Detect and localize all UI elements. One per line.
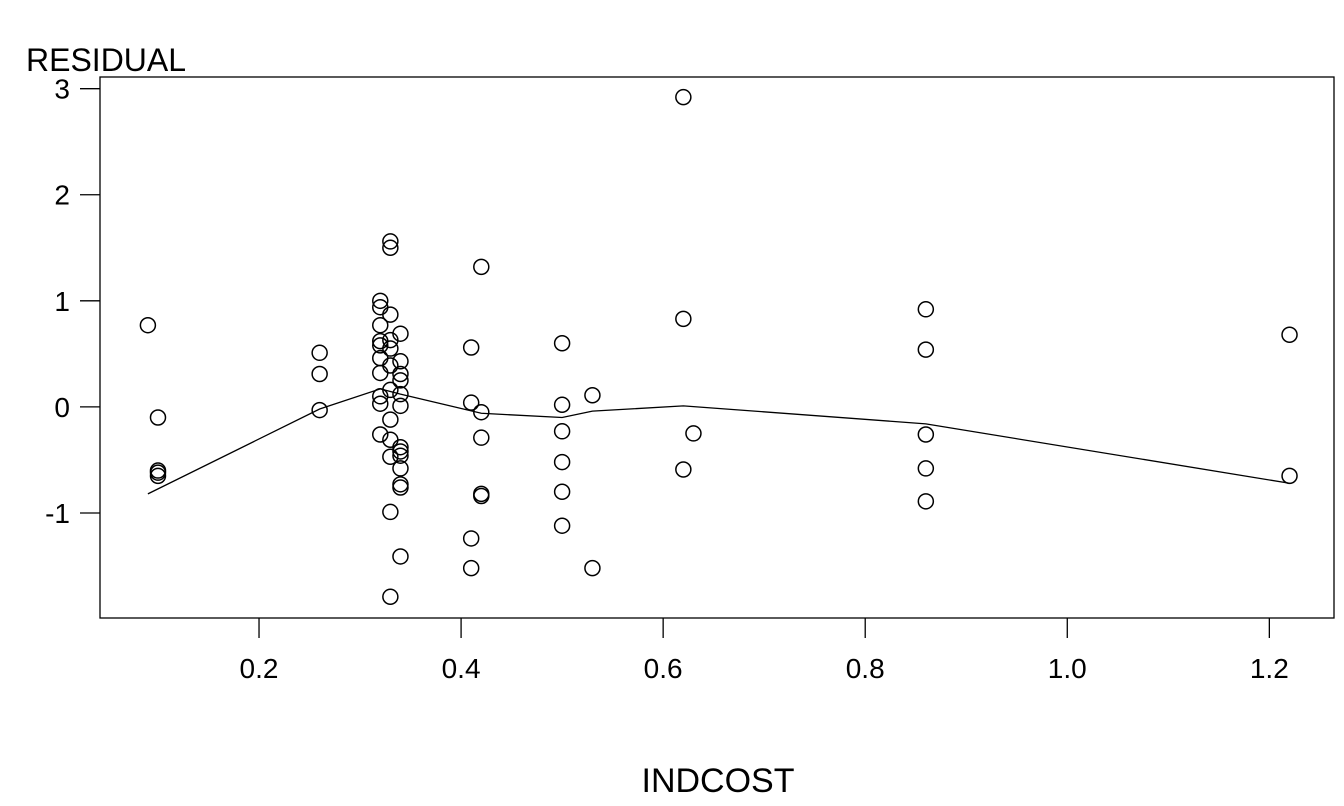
- data-point: [917, 493, 935, 510]
- data-point: [1281, 467, 1298, 485]
- data-point: [372, 298, 389, 316]
- data-point: [392, 365, 409, 383]
- data-point: [553, 517, 571, 534]
- data-point: [382, 588, 399, 606]
- data-point: [311, 365, 328, 383]
- y-tick-label: -1: [45, 498, 70, 529]
- x-tick-label: 1.2: [1250, 653, 1289, 684]
- data-point: [473, 487, 490, 505]
- data-point: [675, 461, 692, 478]
- data-point: [473, 403, 490, 421]
- data-points: [139, 88, 1298, 606]
- x-tick-label: 0.6: [644, 653, 683, 684]
- data-point: [372, 426, 389, 443]
- y-tick-label: 3: [54, 74, 70, 105]
- data-point: [382, 239, 399, 257]
- data-point: [392, 372, 409, 389]
- data-point: [675, 88, 692, 106]
- x-tick-label: 0.2: [240, 653, 279, 684]
- data-point: [311, 401, 328, 419]
- data-point: [462, 394, 480, 411]
- smooth-line: [147, 388, 1290, 495]
- x-tick-label: 0.8: [846, 653, 885, 684]
- data-point: [392, 447, 409, 464]
- data-point: [917, 426, 935, 443]
- plot-frame: [99, 76, 1335, 619]
- data-point: [462, 339, 480, 356]
- data-point: [392, 353, 409, 370]
- x-tick-label: 0.4: [442, 653, 481, 684]
- data-point: [553, 483, 571, 501]
- data-point: [372, 292, 389, 310]
- data-point: [473, 258, 490, 276]
- y-axis: 3 2 1 0 -1: [45, 74, 100, 529]
- data-point: [382, 306, 399, 323]
- data-point: [462, 559, 480, 577]
- data-point: [149, 467, 167, 485]
- data-point: [392, 479, 409, 496]
- data-point: [392, 385, 409, 403]
- data-point: [584, 559, 601, 577]
- data-point: [382, 340, 399, 357]
- data-point: [675, 310, 692, 328]
- x-axis: 0.2 0.4 0.6 0.8 1.0 1.2: [240, 618, 1289, 684]
- data-point: [382, 357, 399, 374]
- data-point: [392, 325, 409, 342]
- data-point: [917, 341, 935, 358]
- data-point: [372, 316, 389, 334]
- x-tick-label: 1.0: [1048, 653, 1087, 684]
- data-point: [382, 233, 399, 250]
- data-point: [382, 503, 399, 521]
- data-point: [392, 397, 409, 415]
- data-point: [392, 438, 409, 456]
- data-point: [473, 429, 490, 446]
- data-point: [553, 453, 571, 471]
- data-point: [149, 409, 167, 426]
- y-tick-label: 0: [54, 392, 70, 423]
- data-point: [553, 335, 571, 352]
- data-point: [553, 423, 571, 440]
- data-point: [372, 337, 389, 354]
- data-point: [392, 460, 409, 477]
- data-point: [584, 386, 601, 404]
- data-point: [139, 316, 157, 334]
- y-tick-label: 1: [54, 286, 70, 317]
- data-point: [392, 548, 409, 565]
- data-point: [917, 301, 935, 318]
- data-point: [372, 395, 389, 412]
- x-axis-label: INDCOST: [642, 762, 795, 800]
- data-point: [311, 344, 328, 362]
- data-point: [685, 425, 702, 442]
- data-point: [392, 476, 409, 493]
- data-point: [462, 530, 480, 547]
- data-point: [553, 396, 571, 414]
- data-point: [382, 411, 399, 428]
- data-point: [917, 460, 935, 477]
- data-point: [392, 443, 409, 460]
- y-tick-label: 2: [54, 180, 70, 211]
- data-point: [1281, 326, 1298, 344]
- y-axis-label: RESIDUAL: [26, 42, 186, 78]
- data-point: [372, 364, 389, 382]
- data-point: [382, 448, 399, 466]
